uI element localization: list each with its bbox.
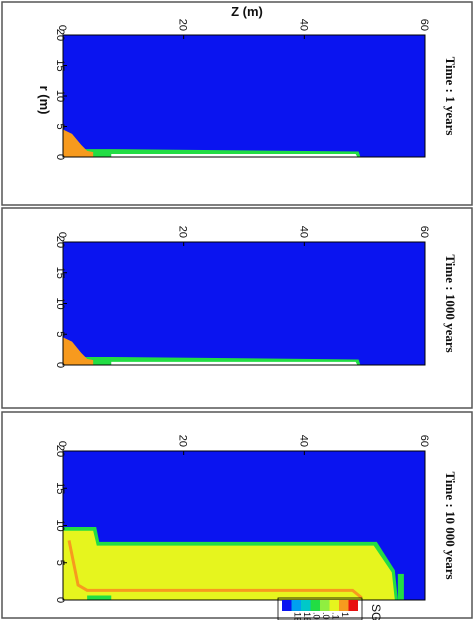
colorbar-label: 1 xyxy=(340,612,350,617)
x-tick-label: 0 xyxy=(56,25,68,31)
gas-plume xyxy=(63,530,395,600)
x-tick-label: 60 xyxy=(418,226,430,238)
panel-title: Time : 10 000 years xyxy=(443,471,458,579)
gas-plume xyxy=(63,337,94,365)
y-tick-label: 10 xyxy=(54,90,66,102)
y-tick-label: 5 xyxy=(54,560,66,566)
x-tick-label: 0 xyxy=(56,441,68,447)
colorbar-swatch xyxy=(329,600,339,611)
x-tick-label: 40 xyxy=(297,226,309,238)
y-tick-label: 5 xyxy=(54,331,66,337)
y-tick-label: 20 xyxy=(54,236,66,248)
x-tick-label: 40 xyxy=(297,19,309,31)
colorbar-swatch xyxy=(310,600,320,611)
x-tick-label: 0 xyxy=(56,232,68,238)
colorbar-label: .1 xyxy=(331,612,341,620)
y-tick-label: 5 xyxy=(54,123,66,129)
y-tick-label: 15 xyxy=(54,482,66,494)
y-tick-label: 20 xyxy=(54,445,66,457)
x-tick-label: 20 xyxy=(177,226,189,238)
colorbar-swatch xyxy=(348,600,358,611)
gas-plume xyxy=(63,129,94,157)
colorbar-label: 1E-05 xyxy=(302,612,312,620)
x-tick-label: 40 xyxy=(297,435,309,447)
colorbar-label: .01 xyxy=(321,612,331,620)
y-tick-label: 0 xyxy=(54,154,66,160)
panel-frame xyxy=(1,207,473,409)
colorbar-swatch xyxy=(282,600,292,611)
panel-frame xyxy=(1,411,473,619)
y-axis-label: r (m) xyxy=(37,86,52,115)
y-tick-label: 20 xyxy=(54,29,66,41)
y-tick-label: 10 xyxy=(54,297,66,309)
y-tick-label: 10 xyxy=(54,519,66,531)
colorbar-swatch xyxy=(320,600,330,611)
colorbar-title: SG xyxy=(369,604,383,620)
x-tick-label: 60 xyxy=(418,435,430,447)
gas-core xyxy=(87,595,112,600)
y-tick-label: 15 xyxy=(54,267,66,279)
gas-edge xyxy=(397,573,404,600)
y-tick-label: 15 xyxy=(54,59,66,71)
y-tick-label: 0 xyxy=(54,597,66,603)
colorbar-label: 1E-06 xyxy=(293,612,303,620)
field xyxy=(63,242,425,365)
gas-core xyxy=(111,153,358,157)
colorbar-label: .001 xyxy=(312,612,322,620)
field xyxy=(63,35,425,157)
panel-title: Time : 1 years xyxy=(443,57,458,136)
colorbar-swatch xyxy=(291,600,301,611)
x-tick-label: 20 xyxy=(177,19,189,31)
x-tick-label: 20 xyxy=(177,435,189,447)
colorbar-swatch xyxy=(301,600,311,611)
colorbar-swatch xyxy=(339,600,349,611)
y-tick-label: 0 xyxy=(54,362,66,368)
gas-core xyxy=(111,361,358,365)
panel-frame xyxy=(1,1,473,206)
panel-title: Time : 1000 years xyxy=(443,254,458,352)
x-axis-label: Z (m) xyxy=(231,4,263,19)
x-tick-label: 60 xyxy=(418,19,430,31)
gas-core xyxy=(67,540,363,599)
